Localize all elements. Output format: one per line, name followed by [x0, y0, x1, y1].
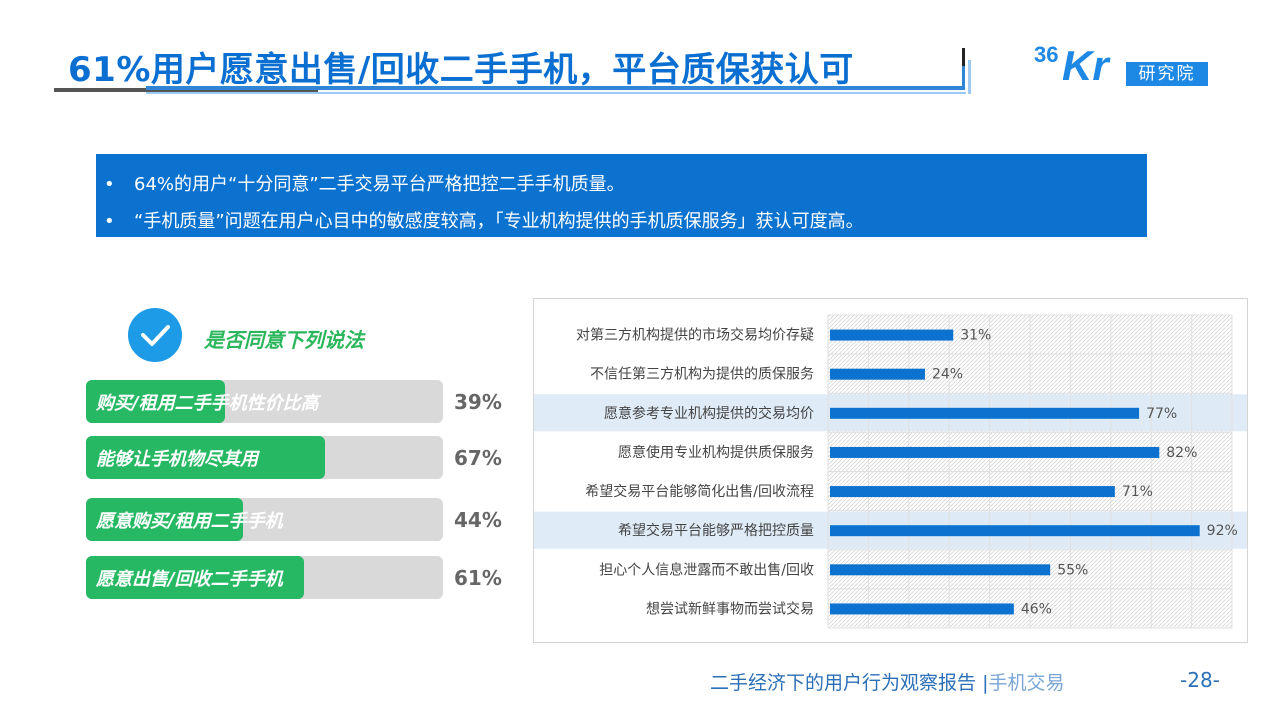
agreement-label: 愿意出售/回收二手手机	[96, 569, 283, 590]
bar	[830, 603, 1014, 615]
logo-letters: Kr	[1062, 42, 1109, 89]
data-label: 24%	[932, 367, 963, 383]
summary-point: • 64%的用户“十分同意”二手交易平台严格把控二手手机质量。	[104, 170, 625, 196]
footer: 二手经济下的用户行为观察报告 |手机交易	[710, 668, 1064, 695]
data-label: 82%	[1166, 445, 1197, 461]
agreement-bar-fill	[86, 436, 326, 479]
bullet-icon: •	[104, 211, 115, 232]
bar	[830, 486, 1115, 498]
logo-badge: 研究院	[1126, 62, 1208, 86]
page-title: 61%用户愿意出售/回收二手手机，平台质保获认可	[68, 50, 854, 90]
category-label: 不信任第三方机构为提供的质保服务	[590, 366, 814, 383]
data-label: 71%	[1122, 484, 1153, 500]
agreement-bar-track: 购买/租用二手手机性价比高	[86, 380, 443, 423]
page-number: -28-	[1180, 668, 1220, 692]
checkmark-icon	[128, 308, 182, 362]
data-label: 31%	[960, 328, 991, 344]
title-tick-dark	[962, 48, 965, 66]
agreement-bar-fill	[86, 380, 226, 423]
summary-box: • 64%的用户“十分同意”二手交易平台严格把控二手手机质量。 • “手机质量”问题…	[96, 154, 1147, 237]
title-tick-blue	[962, 66, 965, 90]
category-label: 希望交易平台能够简化出售/回收流程	[585, 483, 814, 500]
question-label: 是否同意下列说法	[204, 328, 364, 352]
footer-separator: |	[982, 672, 989, 694]
category-label: 愿意使用专业机构提供质保服务	[618, 444, 814, 461]
bar	[830, 407, 1140, 419]
agreement-bar-track: 愿意出售/回收二手手机	[86, 556, 443, 599]
title-tick-light	[968, 60, 971, 94]
agreement-percent: 61%	[454, 566, 502, 590]
data-label: 92%	[1207, 523, 1238, 539]
bar	[830, 564, 1051, 576]
agreement-label: 愿意购买/租用二手手机	[96, 511, 283, 532]
bullet-icon: •	[104, 174, 115, 195]
agreement-percent: 67%	[454, 446, 502, 470]
bar	[830, 329, 954, 341]
bar	[830, 368, 925, 380]
category-label: 对第三方机构提供的市场交易均价存疑	[576, 327, 814, 344]
agreement-bar-track: 愿意购买/租用二手手机	[86, 498, 443, 541]
category-label: 希望交易平台能够严格把控质量	[618, 522, 814, 539]
summary-text: “手机质量”问题在用户心目中的敏感度较高，「专业机构提供的手机质保服务」获认可度…	[134, 211, 864, 232]
title-underline-blue	[146, 86, 962, 90]
agreement-percent: 39%	[454, 390, 502, 414]
agreement-percent: 44%	[454, 508, 502, 532]
logo-number: 36	[1034, 42, 1059, 67]
data-label: 46%	[1021, 601, 1052, 617]
summary-text: 64%的用户“十分同意”二手交易平台严格把控二手手机质量。	[134, 174, 625, 195]
category-label: 想尝试新鲜事物而尝试交易	[646, 600, 814, 617]
report-category: 手机交易	[988, 672, 1065, 694]
data-label: 77%	[1146, 406, 1177, 422]
agreement-bar-fill	[86, 498, 244, 541]
category-label: 愿意参考专业机构提供的交易均价	[604, 405, 814, 422]
report-name: 二手经济下的用户行为观察报告	[710, 672, 977, 694]
data-label: 55%	[1057, 562, 1088, 578]
bar	[830, 525, 1200, 537]
category-label: 担心个人信息泄露而不敢出售/回收	[599, 561, 814, 578]
bar	[830, 446, 1160, 458]
chart-panel: 对第三方机构提供的市场交易均价存疑 31% 不信任第三方机构为提供的质保服务 24% 愿…	[533, 298, 1248, 643]
summary-point: • “手机质量”问题在用户心目中的敏感度较高，「专业机构提供的手机质保服务」获认可…	[104, 207, 864, 233]
agreement-bar-fill	[86, 556, 304, 599]
agreement-label: 购买/租用二手手机性价比高	[96, 393, 319, 414]
title-underline-gray	[54, 88, 318, 92]
bar-chart: 对第三方机构提供的市场交易均价存疑 31% 不信任第三方机构为提供的质保服务 24% 愿…	[534, 314, 1247, 629]
title-underline-light	[146, 92, 966, 94]
agreement-bar-track: 能够让手机物尽其用	[86, 436, 443, 479]
agreement-label: 能够让手机物尽其用	[96, 449, 258, 470]
